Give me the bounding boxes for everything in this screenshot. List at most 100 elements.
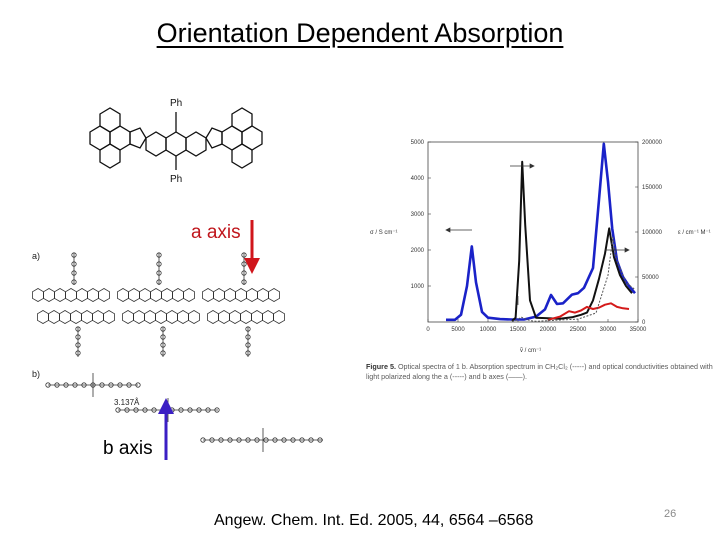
atom [245,350,251,356]
ring [128,288,140,302]
x-tick-label: 25000 [570,327,587,333]
atom [135,382,141,388]
ring [176,310,190,324]
ring [133,310,145,324]
ring [87,288,99,302]
atom [178,407,184,413]
ring [155,310,168,324]
atom [126,382,132,388]
x-tick-label: 5000 [451,327,465,333]
x-tick-label: 35000 [630,327,647,333]
y-left-tick-label: 1000 [411,284,425,290]
atom [241,261,247,267]
atom [75,326,81,332]
atom [81,382,87,388]
spectrum-series [446,142,636,322]
atom [299,437,305,443]
ring [201,288,215,302]
atom [71,270,77,276]
optical-spectrum-chart: 0 5000 10000 15000 20000 25000 30000 3500010002… [370,140,711,354]
ring [70,310,82,324]
ring [98,288,110,302]
ring [150,288,163,302]
crystal-packing-figure: a) b) 3.137Å [32,251,323,452]
b-axis-label: b axis [103,438,153,459]
atom [160,334,166,340]
axis-ticks: 0 5000 10000 15000 20000 25000 30000 3500010002… [411,140,663,333]
atom [308,437,314,443]
ring [42,288,56,302]
atom [214,407,220,413]
stacking-distance-label: 3.137Å [114,398,140,407]
ring [92,310,104,324]
ring [165,310,179,324]
y-right-tick-label: 0 [642,320,646,326]
atom [245,437,251,443]
b-axis-arrow [158,398,174,460]
atom [160,350,166,356]
atom [241,270,247,276]
panel-a-label: a) [32,251,40,261]
x-tick-label: 20000 [540,327,557,333]
atom [209,437,215,443]
atom [75,334,81,340]
ring [206,310,220,324]
atom [71,261,77,267]
ring [103,310,115,324]
a-axis-label: a axis [191,222,241,243]
atom [156,252,162,258]
ring [171,288,185,302]
atom [187,407,193,413]
figure-caption: Figure 5. Optical spectra of 1 b. Absorp… [366,362,718,382]
left-axis-label: σ / S cm⁻¹ [370,230,398,236]
phenyl-top-label: Ph [170,98,182,109]
y-right-tick-label: 100000 [642,230,663,236]
citation: Angew. Chem. Int. Ed. 2005, 44, 6564 –65… [214,512,534,529]
slide-title: Orientation Dependent Absorption [156,18,564,48]
spectrum-line-0 [446,142,636,322]
atom [241,252,247,258]
ring [239,310,253,324]
atom [71,279,77,285]
y-left-tick-label: 2000 [411,248,425,254]
atom [156,261,162,267]
atom [236,437,242,443]
x-tick-label: 10000 [480,327,497,333]
ring [256,288,270,302]
atom [196,407,202,413]
x-axis-label: ṽ / cm⁻¹ [520,348,541,354]
series-axis-arrows [445,163,630,305]
y-right-tick-label: 200000 [642,140,663,146]
panel-b-label: b) [32,369,40,379]
ring [160,288,174,302]
ring [53,288,66,302]
atom [245,342,251,348]
ring [32,288,45,302]
atom [124,407,130,413]
atom [160,326,166,332]
ring [47,310,61,324]
page-number: 26 [664,508,677,520]
spectrum-line-3 [511,236,636,322]
atom [241,279,247,285]
atom [142,407,148,413]
ring [36,310,50,324]
atom [151,407,157,413]
atom [200,437,206,443]
atom [218,437,224,443]
atom [205,407,211,413]
phenyl-bottom-label: Ph [170,174,182,185]
a-axis-arrow [244,220,260,274]
ring [65,288,77,302]
y-left-tick-label: 4000 [411,176,425,182]
molecule-rings [89,107,263,170]
atom [160,342,166,348]
molecule-structure: Ph Ph [89,98,263,185]
atom [108,382,114,388]
x-tick-label: 0 [426,327,430,333]
crystal-view-a [32,252,286,357]
atom [72,382,78,388]
ring [223,288,237,302]
figure-number: Figure 5. [366,362,396,371]
atom [75,342,81,348]
